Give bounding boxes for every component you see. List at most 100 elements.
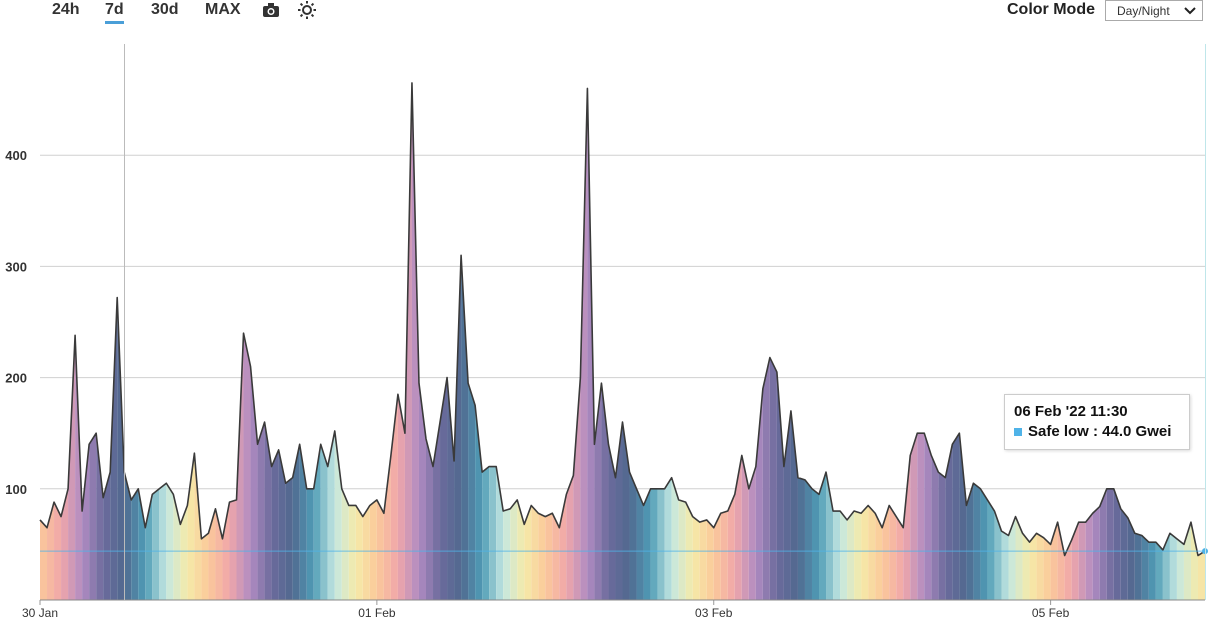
area-band: [910, 433, 918, 600]
area-band: [425, 438, 434, 600]
area-band: [1043, 537, 1051, 600]
range-button[interactable]: 24h: [52, 1, 80, 18]
area-band: [1141, 535, 1149, 600]
area-band: [348, 505, 356, 600]
area-band: [987, 499, 995, 600]
area-band: [994, 511, 1002, 600]
area-band: [285, 477, 293, 600]
area-band: [383, 455, 391, 600]
area-band: [433, 422, 441, 600]
tooltip: 06 Feb '22 11:30 Safe low : 44.0 Gwei: [1004, 394, 1190, 450]
area-band: [208, 508, 216, 600]
area-band: [257, 422, 265, 600]
area-band: [418, 383, 426, 600]
area-band: [952, 433, 960, 600]
area-band: [1085, 513, 1093, 600]
range-button[interactable]: 7d: [105, 0, 124, 24]
area-band: [713, 513, 721, 600]
area-band: [1057, 522, 1065, 600]
area-band: [313, 444, 321, 600]
theme-icon[interactable]: [298, 1, 316, 19]
area-band: [110, 297, 118, 600]
area-band: [271, 449, 279, 600]
area-band: [327, 430, 335, 600]
area-band: [629, 472, 637, 600]
area-band: [376, 499, 384, 600]
area-band: [664, 477, 672, 600]
area-band: [545, 513, 553, 600]
area-band: [833, 511, 841, 600]
area-band: [797, 477, 805, 600]
area-band: [447, 377, 455, 600]
chevron: [1184, 7, 1196, 15]
area-band: [727, 494, 735, 600]
area-band: [75, 335, 83, 600]
area-band: [40, 519, 48, 600]
area-band: [692, 516, 700, 600]
area-band: [68, 335, 76, 600]
color-mode-label: Color Mode: [1007, 1, 1095, 18]
area-band: [657, 488, 665, 600]
area-band: [938, 472, 946, 600]
x-tick-label: 01 Feb: [358, 606, 396, 620]
tooltip-text: Safe low : 44.0 Gwei: [1028, 423, 1172, 440]
area-band: [334, 430, 342, 600]
area-band: [524, 505, 532, 600]
area-band: [117, 297, 125, 600]
area-band: [1148, 542, 1156, 600]
area-band: [166, 483, 174, 600]
area-band: [931, 455, 939, 600]
y-tick-label: 400: [5, 148, 27, 163]
area-band: [594, 383, 602, 600]
area-band: [819, 472, 827, 600]
area-band: [762, 357, 770, 600]
area-band: [580, 88, 588, 600]
area-band: [236, 333, 244, 600]
x-tick-label: 30 Jan: [22, 606, 58, 620]
y-tick-label: 300: [5, 259, 27, 274]
area-band: [96, 433, 104, 600]
area-band: [1176, 538, 1184, 600]
area-band: [643, 488, 651, 600]
area-band: [82, 444, 90, 600]
area-band: [1029, 533, 1037, 600]
area-band: [517, 499, 525, 600]
area-band: [734, 455, 742, 600]
area-band: [482, 466, 490, 600]
area-band: [1099, 488, 1107, 600]
area-band: [889, 505, 897, 600]
area-band: [966, 483, 974, 600]
area-band: [699, 519, 707, 600]
area-band: [1155, 542, 1163, 600]
area-band: [622, 422, 630, 600]
area-band: [868, 505, 876, 600]
area-band: [362, 505, 370, 600]
area-band: [650, 488, 658, 600]
area-band: [790, 410, 798, 600]
camera-icon[interactable]: [262, 2, 280, 18]
range-button[interactable]: MAX: [205, 1, 241, 18]
area-band: [404, 82, 412, 601]
range-button[interactable]: 30d: [151, 1, 179, 18]
area-band: [503, 508, 511, 600]
area-band: [278, 449, 286, 600]
y-tick-label: 200: [5, 371, 27, 386]
area-band: [1127, 517, 1135, 600]
area-band: [411, 82, 419, 601]
area-band: [959, 433, 967, 600]
area-band: [1113, 488, 1121, 600]
area-band: [1092, 506, 1100, 600]
area-band: [264, 422, 272, 600]
area-band: [678, 499, 686, 600]
area-band: [776, 372, 784, 600]
area-band: [875, 513, 883, 600]
area-band: [180, 505, 188, 600]
area-band: [1162, 533, 1170, 600]
area-band: [531, 505, 539, 600]
area-band: [201, 533, 209, 600]
area-band: [138, 488, 146, 600]
color-mode-select[interactable]: Day/Night: [1105, 0, 1203, 21]
select-value: Day/Night: [1117, 4, 1170, 18]
area-band: [124, 472, 132, 600]
area-band: [1197, 551, 1205, 600]
